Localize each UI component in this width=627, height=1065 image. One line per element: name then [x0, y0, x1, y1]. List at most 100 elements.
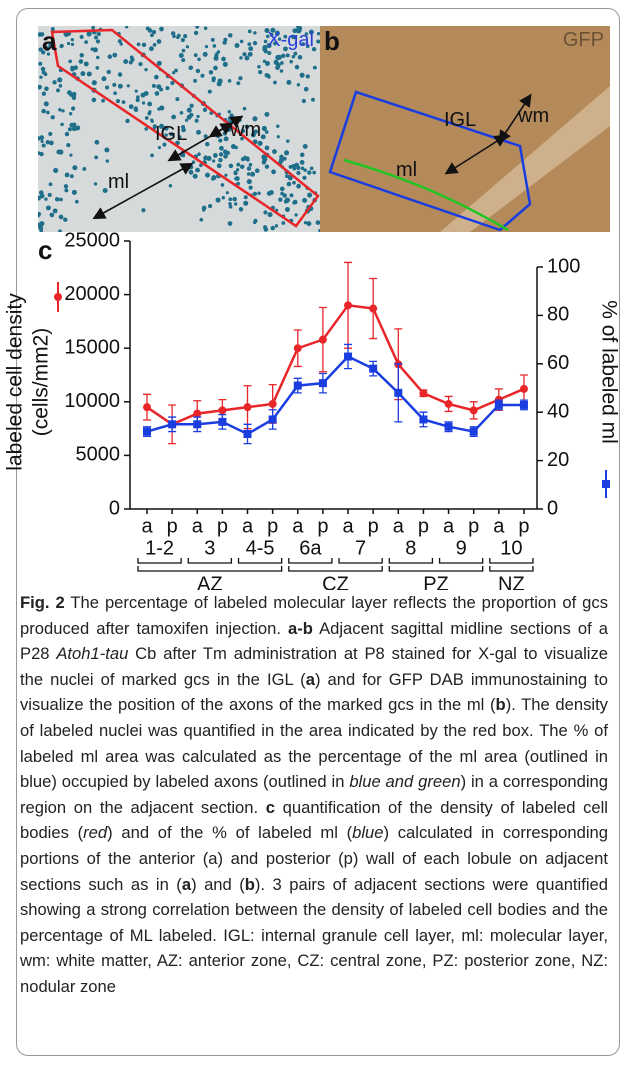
- nucleus: [308, 29, 314, 35]
- caption-text: blue and green: [349, 772, 461, 792]
- data-point: [318, 335, 327, 344]
- nucleus: [44, 86, 49, 91]
- nucleus: [292, 28, 298, 34]
- data-point: [369, 304, 378, 313]
- nucleus: [203, 26, 208, 31]
- caption-text: blue: [352, 823, 384, 843]
- caption-text: quantification of the density of labeled…: [20, 797, 608, 843]
- x-tick-label: p: [167, 515, 178, 537]
- nucleus: [101, 98, 105, 103]
- nucleus: [45, 205, 51, 211]
- nucleus: [189, 103, 194, 108]
- nucleus: [218, 138, 223, 143]
- nucleus: [286, 139, 290, 143]
- zone-label: NZ: [498, 573, 525, 590]
- nucleus: [78, 59, 84, 64]
- nucleus: [70, 42, 75, 47]
- nucleus: [188, 65, 194, 71]
- nucleus: [252, 40, 258, 46]
- nucleus: [102, 187, 108, 194]
- nucleus: [171, 71, 176, 75]
- nucleus: [157, 107, 161, 111]
- nucleus: [264, 164, 270, 169]
- nucleus: [47, 192, 52, 197]
- nucleus: [291, 34, 296, 40]
- nucleus: [46, 110, 50, 115]
- nucleus: [136, 95, 140, 99]
- image-panels: a X-gal IGL wm ml b GFP IGL wm ml: [38, 26, 610, 232]
- nucleus: [58, 214, 64, 220]
- data-point: [143, 427, 151, 436]
- nucleus: [228, 204, 233, 209]
- nucleus: [309, 166, 314, 171]
- nucleus: [147, 101, 153, 107]
- red-box: [50, 28, 320, 228]
- nucleus: [213, 55, 219, 61]
- nucleus: [136, 42, 141, 47]
- nucleus: [315, 220, 321, 225]
- nucleus: [247, 42, 252, 46]
- nucleus: [228, 197, 233, 202]
- nucleus: [93, 35, 98, 40]
- nucleus: [138, 61, 143, 67]
- nucleus: [299, 152, 305, 158]
- nucleus: [221, 56, 226, 62]
- stained-nuclei: [38, 26, 322, 232]
- nucleus: [276, 135, 280, 139]
- nucleus: [107, 54, 113, 59]
- nucleus: [38, 190, 44, 195]
- caption-text: ) and of the % of labeled ml (: [107, 823, 353, 843]
- nucleus: [117, 72, 123, 77]
- nucleus: [69, 174, 74, 179]
- nucleus: [242, 52, 247, 57]
- nucleus: [128, 60, 133, 65]
- y2-tick-label: 0: [547, 497, 558, 519]
- y-label-line: labeled cell density: [4, 293, 27, 471]
- data-point: [369, 364, 378, 373]
- y2-tick-label: 40: [547, 400, 569, 422]
- nucleus: [151, 29, 157, 35]
- nucleus: [141, 101, 146, 105]
- data-point: [293, 381, 302, 390]
- nucleus: [104, 147, 110, 153]
- nucleus: [273, 41, 277, 46]
- x-tick-label: p: [518, 515, 529, 537]
- nucleus: [158, 123, 165, 129]
- data-point: [419, 415, 428, 424]
- nucleus: [64, 172, 70, 178]
- nucleus: [123, 59, 129, 65]
- nucleus: [164, 133, 168, 137]
- nucleus: [212, 44, 217, 48]
- nucleus: [305, 74, 310, 79]
- nucleus: [247, 51, 253, 57]
- nucleus: [228, 163, 234, 169]
- nucleus: [57, 77, 63, 83]
- nucleus: [171, 114, 177, 120]
- nucleus: [151, 83, 156, 88]
- nucleus: [257, 191, 261, 195]
- nucleus: [117, 83, 123, 89]
- nucleus: [150, 153, 154, 158]
- group-bracket: [187, 558, 233, 564]
- panel-b: b GFP IGL wm ml: [320, 26, 610, 232]
- nucleus: [218, 152, 224, 157]
- nucleus: [205, 141, 210, 147]
- zone-label: CZ: [322, 573, 349, 590]
- caption-text: ). 3 pairs of adjacent sections were qua…: [20, 874, 608, 996]
- nucleus: [95, 66, 100, 70]
- nucleus: [162, 142, 167, 147]
- nucleus: [204, 45, 209, 49]
- nucleus: [67, 127, 72, 132]
- nucleus: [252, 191, 258, 197]
- nucleus: [184, 118, 189, 122]
- nucleus: [189, 112, 194, 118]
- nucleus: [83, 61, 89, 67]
- nucleus: [267, 212, 273, 218]
- series-line: [146, 303, 525, 426]
- nucleus: [234, 176, 240, 181]
- data-point: [519, 400, 528, 409]
- nucleus: [115, 99, 120, 104]
- nucleus: [112, 82, 117, 87]
- nucleus: [285, 53, 290, 58]
- nucleus: [39, 151, 44, 157]
